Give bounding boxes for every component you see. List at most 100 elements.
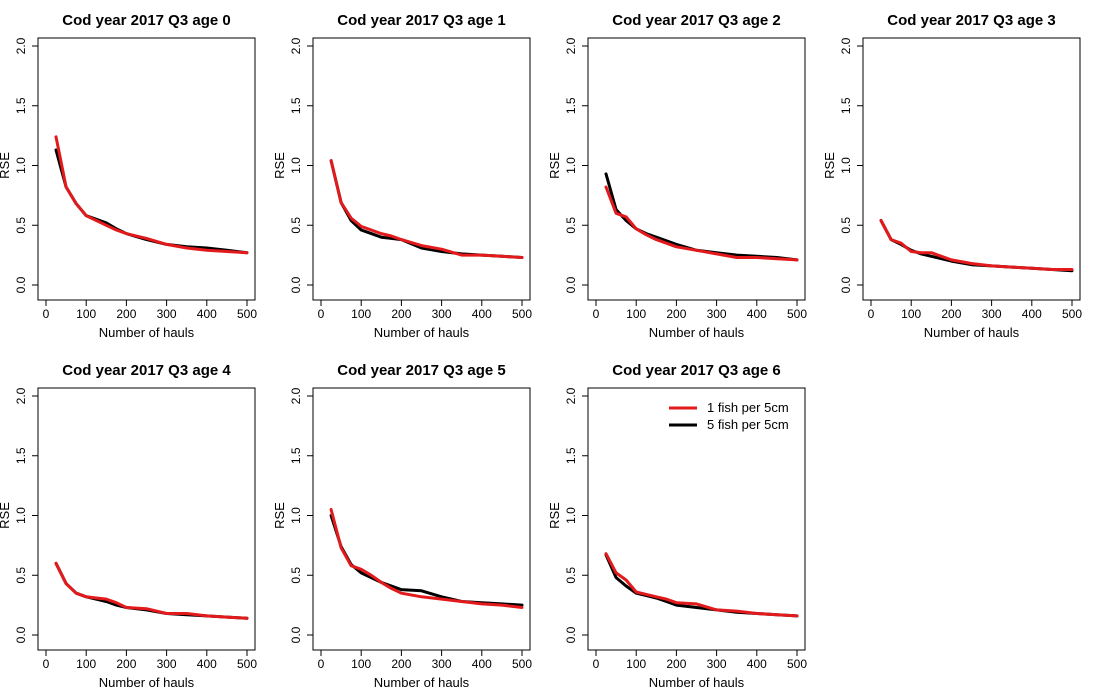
chart-panel-0: Cod year 2017 Q3 age 0 0 100 200 300 400 500 Nu… (0, 12, 257, 340)
series-line-1fish (604, 185, 799, 262)
y-tick-label: 0.0 (839, 276, 853, 293)
x-tick-label: 500 (237, 657, 257, 671)
chart-panel-3: Cod year 2017 Q3 age 3 0 100 200 300 400 500 Nu… (822, 12, 1082, 340)
y-tick-label: 0.0 (564, 626, 578, 643)
x-tick-label: 400 (472, 307, 492, 321)
y-tick-label: 0.5 (564, 567, 578, 584)
x-tick-label: 0 (318, 657, 325, 671)
y-tick-label: 1.0 (564, 507, 578, 524)
chart-title: Cod year 2017 Q3 age 3 (887, 12, 1055, 29)
y-tick-label: 2.0 (14, 387, 28, 404)
y-tick-label: 2.0 (839, 37, 853, 54)
y-tick-label: 0.5 (839, 217, 853, 234)
x-tick-label: 400 (747, 307, 767, 321)
y-tick-label: 0.5 (14, 217, 28, 234)
legend: 1 fish per 5cm 5 fish per 5cm (669, 400, 789, 432)
x-axis-label: Number of hauls (374, 325, 470, 340)
x-tick-label: 300 (157, 657, 177, 671)
x-tick-label: 100 (76, 657, 96, 671)
plot-frame (37, 37, 256, 301)
y-tick-label: 1.5 (564, 97, 578, 114)
x-tick-label: 400 (1022, 307, 1042, 321)
y-tick-label: 2.0 (564, 37, 578, 54)
series-line-1fish (54, 561, 249, 620)
y-tick-label: 1.5 (839, 97, 853, 114)
chart-title: Cod year 2017 Q3 age 4 (62, 362, 231, 379)
x-axis-label: Number of hauls (649, 325, 745, 340)
series-line-1fish (329, 159, 524, 259)
x-tick-label: 200 (116, 307, 136, 321)
x-tick-label: 0 (593, 307, 600, 321)
chart-panel-2: Cod year 2017 Q3 age 2 0 100 200 300 400 500 Nu… (547, 12, 807, 340)
y-tick-label: 0.0 (289, 276, 303, 293)
chart-title: Cod year 2017 Q3 age 2 (612, 12, 780, 29)
plot-frame (312, 37, 531, 301)
x-tick-label: 300 (432, 307, 452, 321)
y-tick-label: 0.5 (14, 567, 28, 584)
y-tick-label: 2.0 (564, 387, 578, 404)
y-tick-label: 0.5 (564, 217, 578, 234)
y-axis-label: RSE (0, 502, 12, 529)
x-tick-label: 300 (432, 657, 452, 671)
x-axis-label: Number of hauls (649, 675, 745, 690)
x-tick-label: 0 (318, 307, 325, 321)
x-tick-label: 200 (666, 307, 686, 321)
y-axis-label: RSE (547, 152, 562, 179)
chart-title: Cod year 2017 Q3 age 6 (612, 362, 780, 379)
chart-panel-4: Cod year 2017 Q3 age 4 0 100 200 300 400 500 Nu… (0, 362, 257, 690)
x-tick-label: 400 (472, 657, 492, 671)
series-line-5fish (54, 148, 249, 255)
series-line-1fish (604, 552, 799, 618)
y-tick-label: 1.0 (289, 507, 303, 524)
series-line-5fish (604, 172, 799, 262)
x-tick-label: 200 (391, 657, 411, 671)
x-tick-label: 200 (391, 307, 411, 321)
x-tick-label: 100 (626, 657, 646, 671)
y-axis-label: RSE (822, 152, 837, 179)
y-tick-label: 0.5 (289, 567, 303, 584)
plot-frame (587, 37, 806, 301)
x-tick-label: 500 (512, 657, 532, 671)
y-axis-label: RSE (272, 152, 287, 179)
x-tick-label: 500 (512, 307, 532, 321)
y-tick-label: 1.0 (839, 157, 853, 174)
x-tick-label: 0 (43, 657, 50, 671)
chart-panel-1: Cod year 2017 Q3 age 1 0 100 200 300 400 500 Nu… (272, 12, 532, 340)
series-line-1fish (329, 508, 524, 609)
y-tick-label: 1.0 (14, 157, 28, 174)
chart-title: Cod year 2017 Q3 age 0 (62, 12, 230, 29)
x-axis-label: Number of hauls (374, 675, 470, 690)
x-tick-label: 100 (76, 307, 96, 321)
y-tick-label: 1.5 (14, 97, 28, 114)
x-tick-label: 500 (237, 307, 257, 321)
y-tick-label: 2.0 (289, 387, 303, 404)
y-tick-label: 1.5 (289, 97, 303, 114)
x-tick-label: 500 (787, 657, 807, 671)
x-tick-label: 400 (197, 307, 217, 321)
y-tick-label: 2.0 (289, 37, 303, 54)
x-tick-label: 300 (707, 307, 727, 321)
y-tick-label: 1.5 (564, 447, 578, 464)
x-tick-label: 0 (868, 307, 875, 321)
y-axis-label: RSE (547, 502, 562, 529)
x-axis-label: Number of hauls (99, 325, 195, 340)
y-tick-label: 0.0 (14, 276, 28, 293)
x-axis-label: Number of hauls (924, 325, 1020, 340)
y-tick-label: 0.0 (289, 626, 303, 643)
x-tick-label: 200 (116, 657, 136, 671)
x-tick-label: 500 (1062, 307, 1082, 321)
y-axis-label: RSE (272, 502, 287, 529)
x-axis-label: Number of hauls (99, 675, 195, 690)
series-line-1fish (54, 135, 249, 255)
x-tick-label: 300 (982, 307, 1002, 321)
y-tick-label: 1.0 (289, 157, 303, 174)
series-line-5fish (329, 514, 524, 607)
chart-panel-6: Cod year 2017 Q3 age 6 0 100 200 300 400 500 Nu… (547, 362, 807, 690)
x-tick-label: 0 (593, 657, 600, 671)
x-tick-label: 200 (941, 307, 961, 321)
chart-title: Cod year 2017 Q3 age 1 (337, 12, 505, 29)
y-tick-label: 2.0 (14, 37, 28, 54)
y-tick-label: 1.5 (289, 447, 303, 464)
y-tick-label: 1.0 (564, 157, 578, 174)
series-line-1fish (879, 219, 1074, 271)
